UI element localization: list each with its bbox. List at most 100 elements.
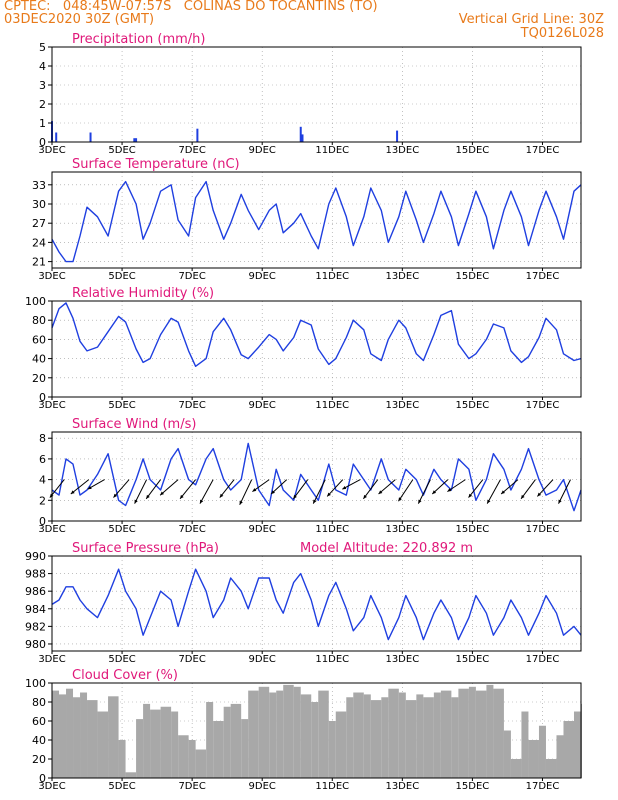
x-tick-label: 15DEC: [456, 524, 490, 535]
y-tick-label: 33: [32, 179, 46, 192]
cloud-cover-bar: [563, 721, 574, 778]
x-tick-label: 13DEC: [385, 654, 419, 665]
x-tick-label: 7DEC: [178, 145, 205, 156]
x-tick-label: 9DEC: [249, 271, 276, 282]
cloud-cover-bar: [468, 686, 476, 778]
x-tick-label: 17DEC: [526, 524, 560, 535]
cloud-cover-bar: [230, 703, 242, 778]
wind-arrow-head: [252, 488, 257, 492]
cloud-cover-bar: [143, 703, 151, 778]
y-tick-label: 988: [25, 568, 46, 581]
wind-arrow-head: [293, 494, 297, 499]
cloud-cover-bar: [178, 735, 189, 778]
wind-arrow-head: [418, 499, 422, 504]
cloud-cover-bar: [52, 690, 60, 778]
panel-title: Cloud Cover (%): [72, 668, 178, 683]
cloud-cover-bar: [160, 706, 172, 778]
x-tick-label: 17DEC: [526, 271, 560, 282]
x-tick-label: 3DEC: [38, 524, 65, 535]
cloud-cover-bar: [311, 702, 319, 778]
y-tick-label: 21: [32, 256, 46, 269]
wind-arrow: [486, 479, 501, 504]
wind-arrow: [537, 479, 554, 497]
header-model-code: TQ0126L028: [520, 26, 604, 41]
wind-arrow-head: [468, 493, 473, 498]
x-tick-label: 17DEC: [526, 400, 560, 411]
y-tick-label: 60: [32, 333, 46, 346]
cloud-cover-bar: [440, 690, 452, 778]
wind-arrow: [219, 479, 235, 498]
wind-arrow-head: [134, 499, 138, 504]
plot-frame: [51, 555, 582, 652]
wind-arrow: [179, 479, 197, 500]
cloud-cover-bar: [556, 735, 564, 778]
x-tick-label: 3DEC: [38, 781, 65, 792]
wind-arrow-head: [521, 494, 525, 499]
plot-frame: [51, 46, 582, 143]
x-tick-label: 3DEC: [38, 400, 65, 411]
wind-arrow-head: [160, 491, 164, 496]
x-tick-label: 13DEC: [385, 400, 419, 411]
model-altitude: Model Altitude: 220.892 m: [300, 541, 473, 556]
wind-arrow-head: [327, 492, 331, 497]
wind-arrow-head: [146, 494, 150, 499]
x-tick-label: 13DEC: [385, 271, 419, 282]
wind-arrow-head: [363, 494, 367, 499]
cloud-cover-bar: [73, 697, 81, 778]
x-tick-label: 7DEC: [178, 271, 205, 282]
x-tick-label: 15DEC: [456, 654, 490, 665]
x-tick-label: 9DEC: [249, 654, 276, 665]
wind-arrow: [520, 479, 536, 500]
plot-frame: [51, 171, 582, 269]
series-line-3: [51, 442, 582, 512]
x-tick-label: 7DEC: [178, 524, 205, 535]
header-line1: CPTEC: 048:45W-07:57S COLINAS DO TOCANTI…: [4, 0, 378, 14]
y-tick-label: 20: [32, 372, 46, 385]
wind-arrow: [378, 479, 396, 495]
y-tick-label: 980: [25, 638, 46, 651]
plot-frame: [51, 682, 582, 779]
wind-arrow: [558, 479, 571, 504]
panel-title: Relative Humidity (%): [72, 286, 214, 301]
y-tick-label: 2: [39, 494, 46, 507]
panel-title: Surface Pressure (hPa): [72, 541, 219, 556]
x-tick-label: 5DEC: [108, 781, 135, 792]
wind-arrow: [326, 479, 344, 497]
y-tick-label: 100: [25, 295, 46, 308]
wind-arrow: [145, 479, 162, 500]
wind-arrow-head: [219, 493, 224, 498]
wind-arrow: [363, 479, 379, 500]
cloud-cover-bar: [363, 694, 371, 778]
cloud-cover-bar: [188, 740, 196, 778]
x-tick-label: 3DEC: [38, 654, 65, 665]
cloud-cover-bar: [206, 702, 214, 778]
cloud-cover-bar: [213, 721, 224, 778]
y-tick-label: 0: [39, 136, 46, 149]
y-tick-label: 8: [39, 432, 46, 445]
x-tick-label: 9DEC: [249, 524, 276, 535]
wind-arrow-head: [239, 500, 243, 505]
precip-bar: [396, 130, 399, 142]
x-tick-label: 5DEC: [108, 145, 135, 156]
cloud-cover-bar: [521, 711, 529, 778]
cloud-cover-bar: [283, 684, 294, 778]
wind-arrow: [113, 479, 130, 498]
y-tick-label: 80: [32, 696, 46, 709]
wind-arrow: [447, 479, 466, 493]
cloud-cover-bar: [398, 692, 406, 778]
cloud-cover-bar: [293, 686, 301, 778]
y-tick-label: 100: [25, 677, 46, 690]
wind-arrow-head: [432, 490, 437, 495]
x-tick-label: 15DEC: [456, 400, 490, 411]
cloud-cover-bar: [136, 719, 144, 778]
wind-arrow: [468, 479, 484, 498]
y-tick-label: 0: [39, 515, 46, 528]
wind-arrow-head: [87, 485, 92, 490]
series-line-1: [51, 180, 582, 263]
cloud-cover-bar: [423, 697, 434, 778]
wind-arrow-head: [70, 490, 75, 495]
cloud-cover-bar: [108, 696, 119, 778]
x-tick-label: 17DEC: [526, 781, 560, 792]
wind-arrow: [500, 479, 519, 495]
